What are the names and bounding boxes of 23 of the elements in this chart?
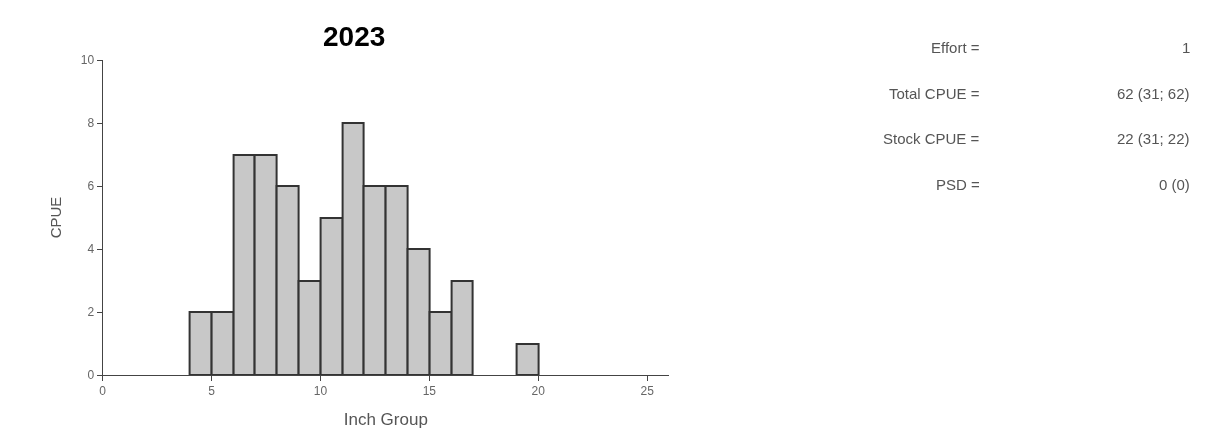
x-tick-label: 20 xyxy=(531,384,546,399)
y-tick-label: 4 xyxy=(87,242,95,257)
text: Effort = xyxy=(931,39,980,56)
text: 1 xyxy=(1182,39,1191,56)
text: 22 (31; 22) xyxy=(1117,130,1190,147)
text: Total CPUE = xyxy=(889,85,980,102)
chart-title: 2023 xyxy=(323,21,386,52)
x-tick-label: 25 xyxy=(640,384,655,399)
y-axis-title: CPUE xyxy=(47,196,65,239)
y-tick-label: 8 xyxy=(87,116,95,131)
text: PSD = xyxy=(936,176,981,193)
x-tick-label: 15 xyxy=(422,384,437,399)
x-tick-label: 5 xyxy=(208,384,216,399)
y-tick-label: 6 xyxy=(87,179,95,194)
x-axis-title: Inch Group xyxy=(343,409,428,429)
x-tick-label: 10 xyxy=(313,384,328,399)
text: 62 (31; 62) xyxy=(1117,85,1190,102)
x-tick-label: 0 xyxy=(99,384,107,399)
text: Stock CPUE = xyxy=(883,130,980,147)
text: 0 (0) xyxy=(1159,176,1190,193)
y-tick-label: 10 xyxy=(80,53,95,68)
y-tick-label: 0 xyxy=(87,368,95,383)
y-tick-label: 2 xyxy=(87,305,95,320)
